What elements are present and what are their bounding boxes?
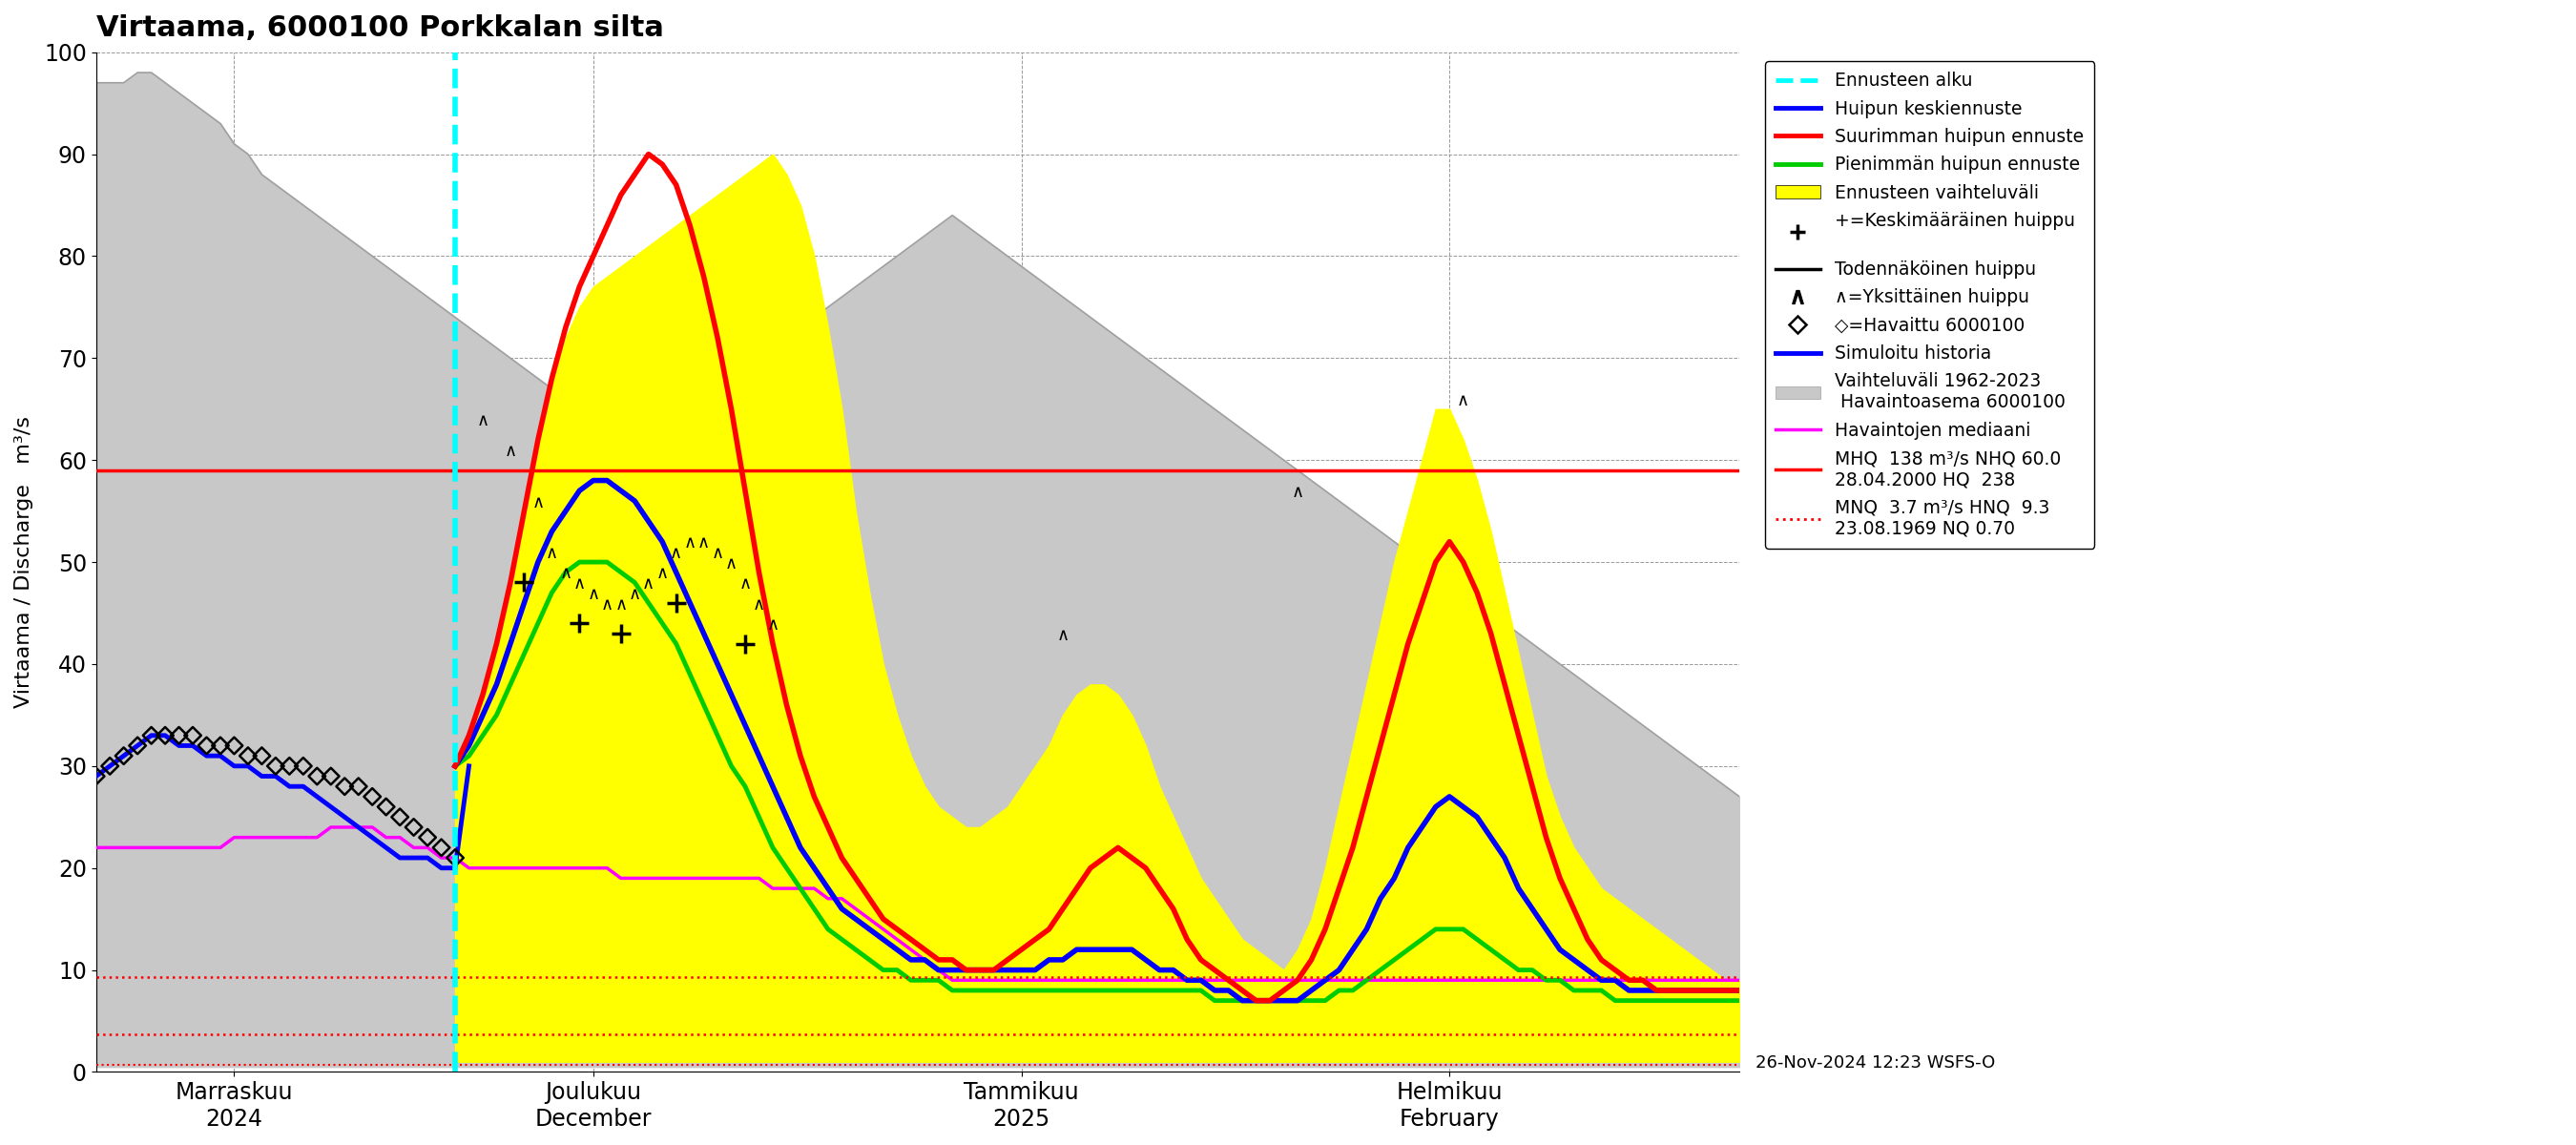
Point <box>214 736 255 755</box>
Text: ∧: ∧ <box>477 412 489 429</box>
Point <box>309 767 350 785</box>
Point <box>227 747 268 765</box>
Text: ∧: ∧ <box>698 535 711 552</box>
Point <box>394 818 435 836</box>
Text: ∧: ∧ <box>546 545 559 562</box>
Text: ∧: ∧ <box>724 555 737 572</box>
Text: ∧: ∧ <box>587 586 600 603</box>
Point <box>420 838 461 856</box>
Text: ∧: ∧ <box>1458 392 1468 409</box>
Text: ∧: ∧ <box>616 595 626 613</box>
Point <box>242 747 283 765</box>
Point <box>366 798 407 816</box>
Text: ∧: ∧ <box>641 576 654 593</box>
Point <box>407 828 448 846</box>
Text: ∧: ∧ <box>752 595 765 613</box>
Point <box>337 777 379 796</box>
Text: ∧: ∧ <box>574 576 585 593</box>
Point <box>296 767 337 785</box>
Point <box>144 726 185 744</box>
Point <box>116 736 157 755</box>
Point <box>353 788 394 806</box>
Point <box>283 757 325 775</box>
Text: ∧: ∧ <box>1056 626 1069 643</box>
Text: ∧: ∧ <box>683 535 696 552</box>
Point <box>379 808 420 827</box>
Text: Virtaama, 6000100 Porkkalan silta: Virtaama, 6000100 Porkkalan silta <box>95 14 665 42</box>
Text: ∧: ∧ <box>531 493 544 511</box>
Text: 26-Nov-2024 12:23 WSFS-O: 26-Nov-2024 12:23 WSFS-O <box>1757 1055 1996 1072</box>
Point <box>185 736 227 755</box>
Text: ∧: ∧ <box>657 566 670 583</box>
Text: ∧: ∧ <box>768 616 778 633</box>
Point <box>157 726 198 744</box>
Text: ∧: ∧ <box>670 545 683 562</box>
Point <box>173 726 214 744</box>
Point <box>131 726 173 744</box>
Text: ∧: ∧ <box>739 576 752 593</box>
Point <box>90 757 131 775</box>
Text: ∧: ∧ <box>629 586 641 603</box>
Text: ∧: ∧ <box>1291 483 1303 500</box>
Point <box>255 757 296 775</box>
Legend: Ennusteen alku, Huipun keskiennuste, Suurimman huipun ennuste, Pienimmän huipun : Ennusteen alku, Huipun keskiennuste, Suu… <box>1765 61 2094 548</box>
Text: ∧: ∧ <box>711 545 724 562</box>
Point <box>103 747 144 765</box>
Point <box>435 848 477 867</box>
Text: ∧: ∧ <box>559 566 572 583</box>
Y-axis label: Virtaama / Discharge   m³/s: Virtaama / Discharge m³/s <box>15 416 33 708</box>
Point <box>201 736 242 755</box>
Point <box>75 767 116 785</box>
Point <box>268 757 309 775</box>
Point <box>325 777 366 796</box>
Text: ∧: ∧ <box>600 595 613 613</box>
Text: ∧: ∧ <box>505 443 518 460</box>
